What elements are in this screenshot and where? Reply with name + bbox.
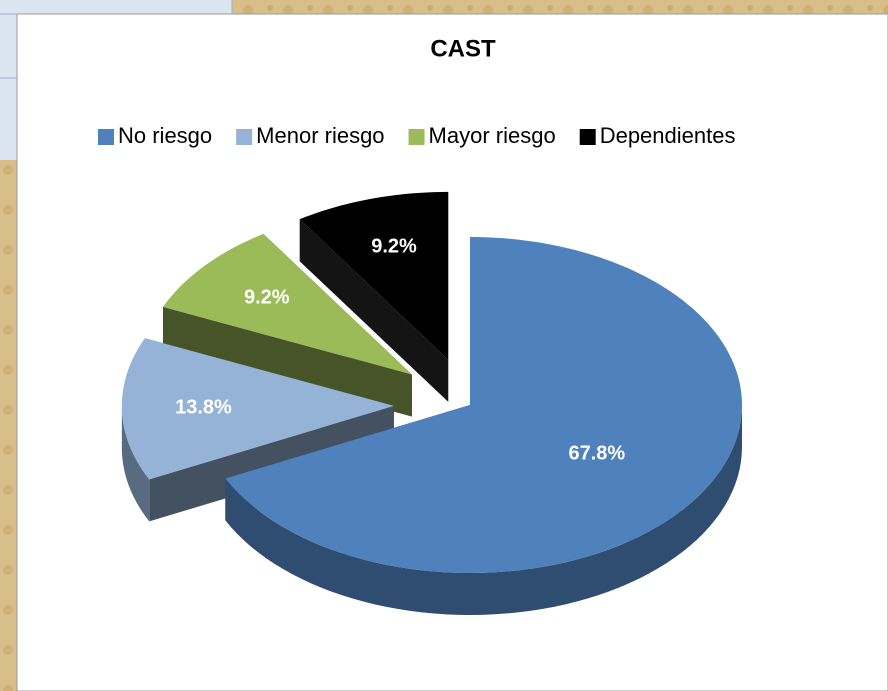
legend-label: Mayor riesgo xyxy=(429,123,556,148)
slice-side xyxy=(121,405,150,522)
slice xyxy=(225,237,742,573)
legend-swatch xyxy=(579,129,596,145)
legend: No riesgo Menor riesgo Mayor riesgo Dependi… xyxy=(98,123,735,148)
data-label: 9.2% xyxy=(371,235,417,257)
chart-title: CAST xyxy=(430,35,496,62)
legend-swatch xyxy=(98,129,114,145)
slice xyxy=(299,191,449,360)
data-labels: 67.8% 13.8% 9.2% 9.2% xyxy=(175,235,625,464)
legend-swatch xyxy=(236,129,253,145)
slice xyxy=(162,233,412,375)
legend-label: No riesgo xyxy=(118,123,212,148)
slice-side xyxy=(225,405,743,615)
legend-label: Dependientes xyxy=(600,123,736,148)
data-label: 67.8% xyxy=(568,442,625,464)
pie-tops xyxy=(121,191,742,573)
slice-wall xyxy=(149,405,394,522)
slice-wall xyxy=(299,219,449,402)
data-label: 9.2% xyxy=(244,287,290,309)
slice xyxy=(121,338,394,480)
legend-label: Menor riesgo xyxy=(256,123,384,148)
data-label: 13.8% xyxy=(175,396,232,418)
legend-swatch xyxy=(408,129,425,145)
slice-wall xyxy=(162,306,412,417)
